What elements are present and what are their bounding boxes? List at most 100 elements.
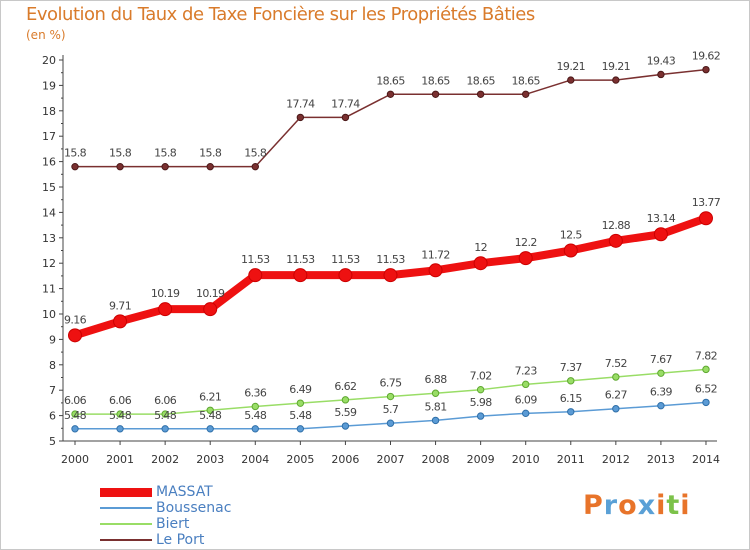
data-label: 6.88 (425, 373, 448, 386)
data-label: 11.53 (286, 253, 315, 266)
x-tick-label: 2006 (331, 453, 359, 466)
data-point (296, 425, 305, 433)
data-point (386, 90, 395, 98)
y-tick-label: 7 (49, 384, 56, 397)
data-point (476, 90, 485, 98)
x-tick-label: 2009 (467, 453, 495, 466)
logo-letter: P (583, 490, 604, 521)
legend-label-boussenac: Boussenac (156, 500, 232, 516)
data-label: 19.21 (602, 60, 631, 73)
data-point (161, 425, 169, 433)
data-point (251, 402, 259, 411)
data-label: 7.82 (695, 349, 717, 362)
data-label: 7.23 (515, 364, 538, 377)
data-label: 5.48 (199, 409, 222, 422)
data-label: 6.06 (64, 394, 87, 407)
logo-letter: r (603, 490, 619, 521)
data-label: 9.71 (109, 299, 131, 312)
data-point (71, 425, 79, 433)
data-point (702, 365, 710, 374)
data-point (251, 162, 259, 171)
y-tick-label: 15 (42, 181, 56, 194)
data-label: 11.53 (376, 253, 405, 266)
data-label: 6.21 (199, 390, 221, 403)
data-point (161, 410, 169, 418)
data-label: 5.7 (383, 403, 399, 416)
x-tick-label: 2012 (602, 453, 630, 466)
logo-letter: t (666, 490, 681, 521)
data-point (702, 65, 710, 74)
data-label: 12.88 (602, 219, 631, 232)
chart-title: Evolution du Taux de Taxe Foncière sur l… (26, 4, 535, 25)
y-tick-label: 5 (49, 435, 56, 448)
data-point (116, 162, 124, 171)
data-point (341, 422, 350, 430)
y-tick-label: 13 (42, 232, 56, 245)
x-tick-label: 2002 (151, 453, 179, 466)
data-label: 13.14 (647, 212, 676, 225)
data-point (341, 113, 350, 122)
x-tick-label: 2010 (512, 453, 540, 466)
legend-label-biert: Biert (156, 516, 190, 532)
proxiti-logo: Proxiti (583, 490, 691, 521)
data-label: 19.21 (557, 60, 586, 73)
data-point (476, 412, 485, 420)
logo-letter: i (680, 490, 691, 521)
data-point (386, 419, 395, 427)
data-point (251, 425, 259, 433)
data-point (431, 90, 440, 98)
data-point (563, 243, 578, 258)
data-point (473, 256, 488, 271)
data-point (293, 268, 308, 283)
y-tick-label: 8 (49, 359, 56, 372)
x-tick-label: 2003 (196, 453, 224, 466)
data-label: 5.48 (109, 409, 132, 422)
data-point (431, 389, 440, 397)
data-label: 12 (474, 241, 487, 254)
data-point (653, 227, 668, 242)
y-tick-label: 20 (42, 54, 56, 67)
data-label: 15.8 (244, 147, 267, 160)
data-label: 18.65 (421, 74, 450, 87)
legend-label-le-port: Le Port (156, 532, 205, 548)
data-point (612, 76, 620, 84)
data-label: 11.53 (241, 253, 270, 266)
data-point (476, 385, 485, 394)
x-tick-label: 2004 (241, 453, 269, 466)
y-tick-label: 9 (49, 333, 56, 346)
y-tick-label: 19 (42, 79, 56, 92)
data-label: 5.48 (244, 409, 267, 422)
data-point (383, 268, 398, 283)
data-point (657, 401, 665, 410)
data-point (518, 251, 533, 266)
data-label: 11.53 (331, 253, 360, 266)
data-point (206, 425, 214, 433)
y-tick-label: 11 (42, 283, 56, 296)
data-label: 5.59 (334, 406, 357, 419)
data-label: 6.39 (650, 386, 673, 399)
data-label: 9.16 (64, 313, 87, 326)
logo-letter: i (656, 490, 667, 521)
data-label: 7.52 (605, 357, 627, 370)
data-label: 18.65 (466, 74, 495, 87)
data-point (386, 392, 395, 401)
legend-swatch-massat (100, 487, 152, 497)
data-label: 6.49 (289, 383, 312, 396)
x-tick-label: 2005 (286, 453, 314, 466)
data-label: 5.98 (470, 396, 493, 409)
data-label: 17.74 (331, 97, 360, 110)
data-point (428, 263, 443, 278)
data-point (522, 409, 530, 418)
data-point (612, 373, 620, 381)
data-label: 17.74 (286, 97, 315, 110)
data-label: 6.75 (379, 377, 402, 390)
logo-letter: o (618, 490, 638, 521)
data-label: 13.77 (692, 196, 721, 209)
data-label: 15.8 (64, 147, 87, 160)
data-label: 12.2 (515, 236, 537, 249)
x-tick-label: 2008 (422, 453, 450, 466)
data-point (341, 396, 350, 404)
data-label: 6.09 (515, 393, 538, 406)
data-point (522, 90, 530, 98)
x-tick-label: 2014 (692, 453, 720, 466)
